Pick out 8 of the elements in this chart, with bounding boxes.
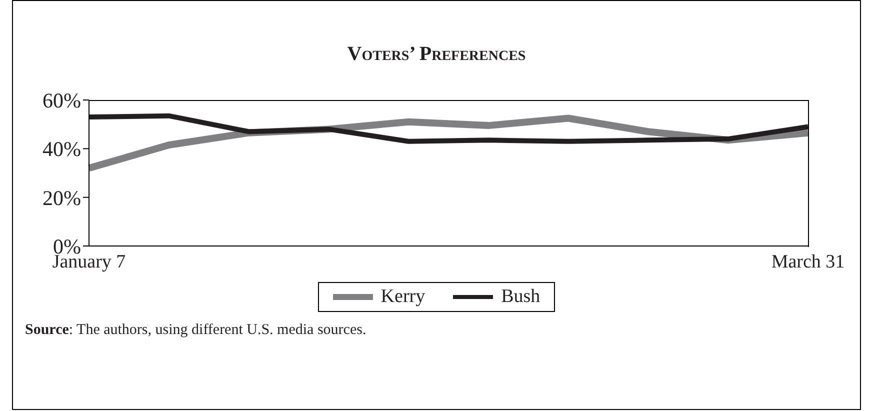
y-tick-label: 60% (42, 88, 81, 112)
chart-title: Voters’ Preferences (346, 43, 527, 66)
y-tick-label: 40% (42, 137, 81, 162)
y-tick-label: 20% (42, 186, 81, 210)
x-tick-label: March 31 (771, 251, 845, 272)
legend-label: Bush (501, 286, 540, 308)
source-note: Source: The authors, using different U.S. media sources. (25, 322, 368, 339)
legend-label: Kerry (380, 286, 426, 308)
